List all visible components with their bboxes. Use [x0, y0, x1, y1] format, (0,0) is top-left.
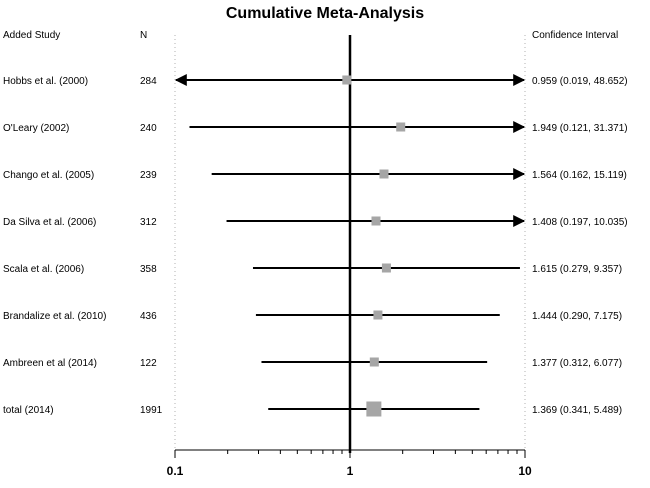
estimate-marker — [342, 75, 352, 85]
study-row: Da Silva et al. (2006) 312 1.408 (0.197, 1… — [3, 215, 628, 228]
study-label: Scala et al. (2006) — [3, 264, 84, 275]
estimate-marker — [369, 357, 379, 367]
header-confidence-interval: Confidence Interval — [532, 30, 618, 41]
study-label: total (2014) — [3, 405, 54, 416]
study-row: Brandalize et al. (2010) 436 1.444 (0.290,… — [3, 310, 622, 322]
estimate-marker — [381, 263, 391, 273]
estimate-marker — [379, 169, 389, 179]
ci-text: 1.564 (0.162, 15.119) — [532, 170, 627, 181]
study-label: Chango et al. (2005) — [3, 170, 94, 181]
study-label: Hobbs et al. (2000) — [3, 76, 88, 87]
ci-text: 1.369 (0.341, 5.489) — [532, 405, 622, 416]
header-n: N — [140, 30, 147, 41]
study-n: 312 — [140, 217, 157, 228]
ci-text: 1.408 (0.197, 10.035) — [532, 217, 628, 228]
pooled-estimate-marker — [366, 401, 382, 417]
estimate-marker — [371, 216, 381, 226]
ci-text: 1.615 (0.279, 9.357) — [532, 264, 622, 275]
study-label: O'Leary (2002) — [3, 123, 69, 134]
study-n: 358 — [140, 264, 157, 275]
study-row: Hobbs et al. (2000) 284 0.959 (0.019, 48.6… — [3, 74, 628, 87]
study-label: Brandalize et al. (2010) — [3, 311, 106, 322]
study-label: Ambreen et al (2014) — [3, 358, 97, 369]
study-n: 122 — [140, 358, 157, 369]
chart-title: Cumulative Meta-Analysis — [226, 5, 424, 22]
ci-text: 1.377 (0.312, 6.077) — [532, 358, 622, 369]
study-n: 1991 — [140, 405, 163, 416]
study-label: Da Silva et al. (2006) — [3, 217, 96, 228]
study-n: 239 — [140, 170, 157, 181]
header-added-study: Added Study — [3, 30, 60, 41]
estimate-marker — [373, 310, 383, 320]
x-tick-label: 10 — [518, 464, 532, 478]
study-row: Ambreen et al (2014) 122 1.377 (0.312, 6.0… — [3, 357, 622, 369]
study-rows: Hobbs et al. (2000) 284 0.959 (0.019, 48.6… — [3, 74, 628, 417]
x-tick-label: 0.1 — [167, 464, 184, 478]
study-n: 240 — [140, 123, 157, 134]
study-n: 284 — [140, 76, 157, 87]
x-tick-label: 1 — [347, 464, 354, 478]
ci-text: 1.444 (0.290, 7.175) — [532, 311, 622, 322]
x-axis: 0.1 1 10 — [167, 449, 532, 478]
study-n: 436 — [140, 311, 157, 322]
ci-text: 1.949 (0.121, 31.371) — [532, 123, 628, 134]
dotted-guides — [174, 35, 526, 453]
study-row: Scala et al. (2006) 358 1.615 (0.279, 9.35… — [3, 263, 622, 275]
study-row: O'Leary (2002) 240 1.949 (0.121, 31.371) — [3, 121, 628, 134]
ci-text: 0.959 (0.019, 48.652) — [532, 76, 628, 87]
study-row: Chango et al. (2005) 239 1.564 (0.162, 15.… — [3, 168, 627, 181]
estimate-marker — [396, 122, 406, 132]
study-row: total (2014) 1991 1.369 (0.341, 5.489) — [3, 401, 622, 417]
